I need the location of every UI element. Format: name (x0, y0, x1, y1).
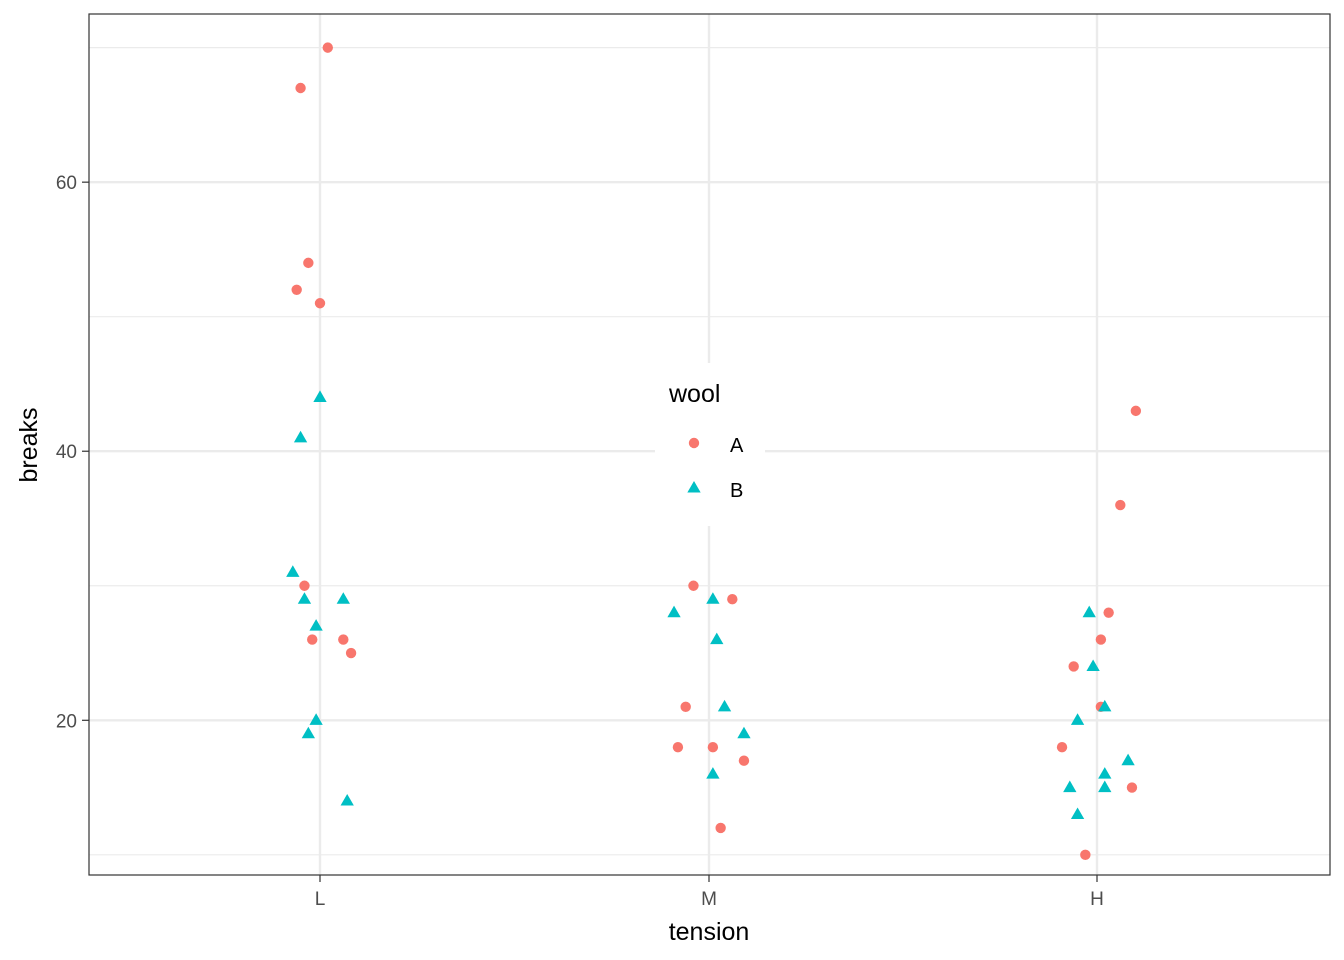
point-wool-b (309, 619, 323, 631)
point-wool-b (1063, 780, 1077, 793)
point-wool-a (345, 647, 357, 659)
point-wool-b (286, 565, 300, 577)
point-wool-b (1070, 713, 1085, 725)
point-wool-b (706, 767, 720, 779)
axes: 20 40 60 L M H (56, 173, 1104, 910)
point-wool-a (295, 82, 306, 94)
point-wool-a (1115, 499, 1126, 511)
point-wool-a (672, 741, 684, 753)
x-tick-label: L (315, 889, 326, 910)
point-wool-b (1098, 780, 1112, 793)
point-wool-a (322, 42, 333, 53)
point-wool-b (336, 592, 350, 604)
y-tick-label: 20 (56, 711, 77, 732)
point-wool-b (313, 390, 327, 402)
point-wool-b (340, 794, 354, 806)
point-wool-a (303, 257, 314, 269)
point-wool-a (1130, 405, 1142, 417)
point-wool-b (737, 726, 751, 739)
point-wool-a (707, 741, 719, 753)
point-wool-b (710, 632, 724, 645)
point-wool-a (738, 755, 750, 766)
y-tick-label: 40 (56, 442, 77, 463)
point-wool-b (297, 592, 312, 604)
y-axis-title: breaks (15, 407, 43, 482)
legend-title: wool (668, 380, 720, 408)
point-wool-a (1126, 782, 1138, 793)
point-wool-a (688, 580, 699, 591)
point-wool-b (301, 726, 315, 739)
point-wool-a (307, 634, 318, 645)
legend-label-a: A (730, 435, 744, 457)
point-wool-b (309, 713, 323, 725)
legend-keys (687, 437, 701, 493)
grid-lines (89, 14, 1330, 875)
legend: wool A B (655, 363, 765, 526)
point-wool-b (1082, 605, 1096, 618)
data-points (286, 42, 1142, 861)
point-wool-b (293, 430, 308, 443)
x-axis-title: tension (669, 918, 750, 946)
point-wool-a (727, 594, 738, 605)
x-tick-label: H (1090, 889, 1104, 910)
point-wool-a (1103, 607, 1114, 618)
point-wool-a (1068, 661, 1079, 672)
point-wool-a (291, 284, 302, 295)
point-wool-a (299, 580, 310, 591)
legend-key-a (688, 437, 700, 449)
legend-background (655, 363, 765, 526)
legend-key-b (687, 481, 701, 493)
legend-label-b: B (730, 480, 743, 502)
point-wool-b (1121, 753, 1135, 766)
point-wool-b (1098, 767, 1112, 779)
point-wool-b (706, 592, 720, 604)
point-wool-a (1095, 634, 1107, 645)
point-wool-b (1070, 807, 1085, 820)
point-wool-b (667, 605, 681, 618)
y-tick-label: 60 (56, 173, 77, 194)
point-wool-a (715, 822, 726, 834)
x-tick-label: M (701, 889, 717, 910)
point-wool-a (1056, 741, 1068, 753)
point-wool-b (1098, 699, 1112, 712)
point-wool-a (680, 701, 691, 713)
point-wool-b (717, 699, 732, 712)
point-wool-a (1080, 849, 1091, 861)
point-wool-b (1086, 659, 1100, 672)
point-wool-a (314, 298, 326, 309)
point-wool-a (338, 634, 349, 645)
